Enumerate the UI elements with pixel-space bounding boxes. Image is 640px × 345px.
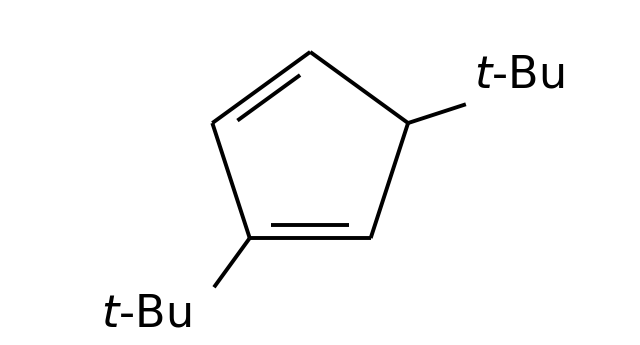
Text: $t$-Bu: $t$-Bu — [474, 53, 564, 97]
Text: $t$-Bu: $t$-Bu — [101, 292, 191, 335]
